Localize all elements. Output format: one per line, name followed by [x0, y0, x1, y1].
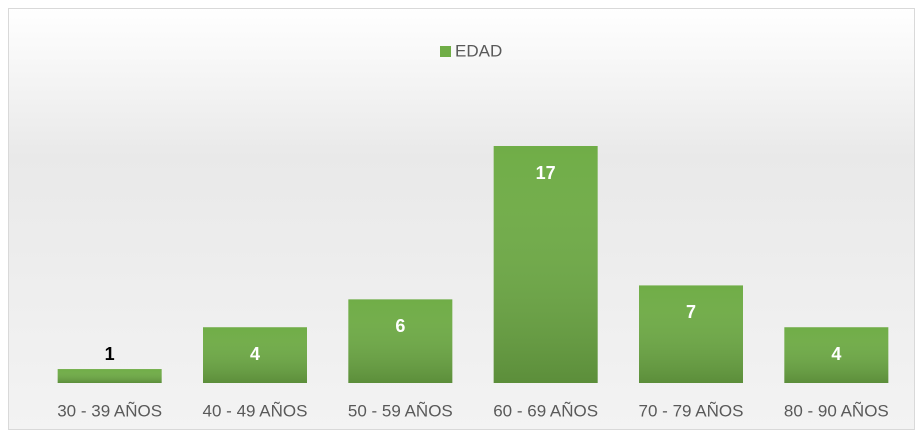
- bar-shade: [493, 146, 598, 383]
- bar-shade: [57, 369, 162, 383]
- data-label: 17: [536, 163, 556, 183]
- data-label: 6: [395, 316, 405, 336]
- legend-swatch: [440, 46, 451, 57]
- x-tick-label: 70 - 79 AÑOS: [639, 401, 744, 420]
- x-tick-label: 80 - 90 AÑOS: [784, 401, 889, 420]
- data-label: 1: [105, 344, 115, 364]
- data-label: 7: [686, 302, 696, 322]
- data-label: 4: [250, 344, 260, 364]
- legend-label: EDAD: [455, 41, 502, 60]
- chart-frame: [8, 8, 915, 430]
- bar-shade: [784, 327, 889, 383]
- bar-shade: [639, 285, 743, 383]
- x-tick-label: 30 - 39 AÑOS: [57, 401, 162, 420]
- data-label: 4: [831, 344, 841, 364]
- bar-shade: [203, 327, 307, 383]
- x-tick-label: 60 - 69 AÑOS: [493, 401, 598, 420]
- x-tick-label: 40 - 49 AÑOS: [203, 401, 308, 420]
- bar-shade: [348, 299, 453, 383]
- x-tick-label: 50 - 59 AÑOS: [348, 401, 453, 420]
